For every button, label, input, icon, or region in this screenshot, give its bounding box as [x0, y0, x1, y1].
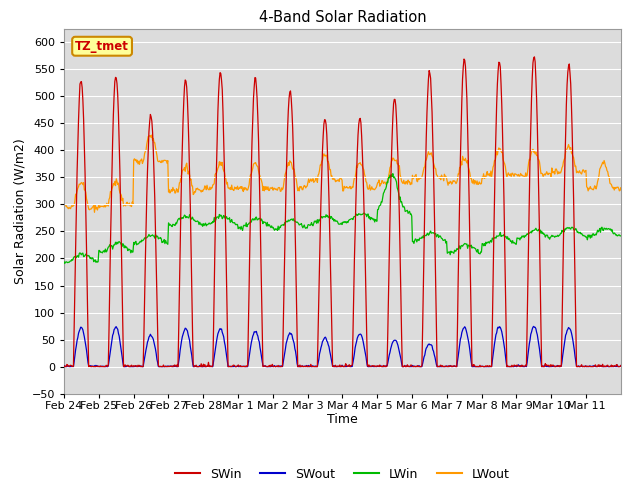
Y-axis label: Solar Radiation (W/m2): Solar Radiation (W/m2) [13, 138, 26, 284]
X-axis label: Time: Time [327, 413, 358, 426]
Text: TZ_tmet: TZ_tmet [75, 40, 129, 53]
Legend: SWin, SWout, LWin, LWout: SWin, SWout, LWin, LWout [170, 463, 515, 480]
Title: 4-Band Solar Radiation: 4-Band Solar Radiation [259, 10, 426, 25]
